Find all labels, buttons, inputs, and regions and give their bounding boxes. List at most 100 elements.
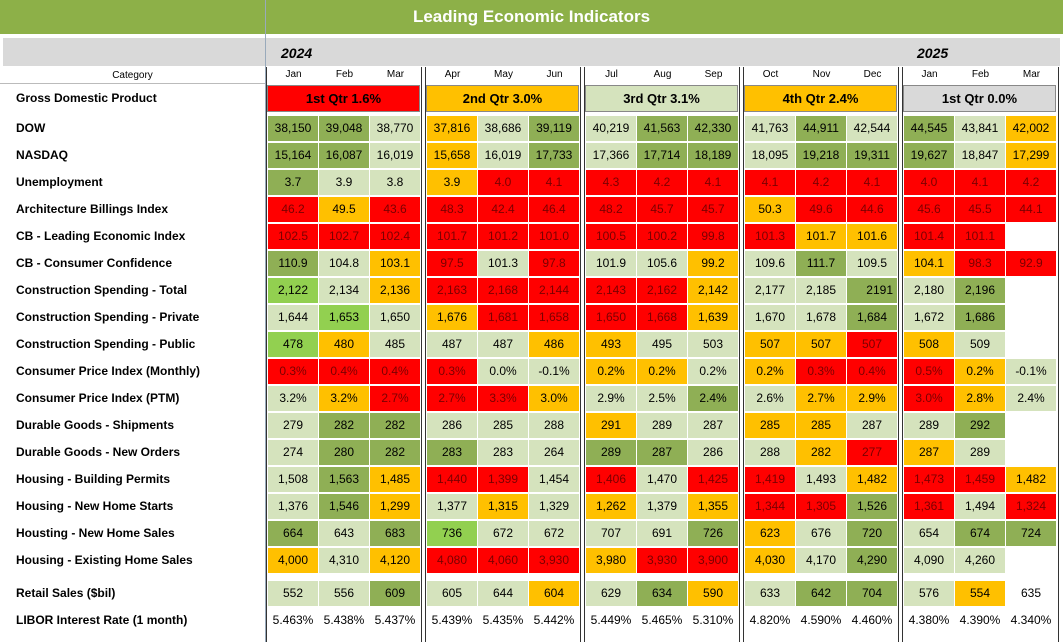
data-cell: 2.9%: [847, 386, 897, 411]
data-cell: 101.7: [427, 224, 477, 249]
data-cell: 4.1: [745, 170, 795, 195]
data-cell: 726: [688, 521, 738, 546]
data-cell: 2.9%: [586, 386, 636, 411]
data-cell: 111.7: [796, 251, 846, 276]
data-cell: 2.7%: [370, 386, 420, 411]
data-cell: 40,219: [586, 116, 636, 141]
data-cell: 4.340%: [1006, 608, 1056, 633]
data-cell: 642: [796, 581, 846, 606]
data-cell: 16,019: [370, 143, 420, 168]
data-cell: 1,668: [637, 305, 687, 330]
data-cell: 1,379: [637, 494, 687, 519]
data-cell: 2,177: [745, 278, 795, 303]
data-cell: 1,299: [370, 494, 420, 519]
data-cell: 101.2: [478, 224, 528, 249]
data-cell: 288: [745, 440, 795, 465]
data-cell: 289: [586, 440, 636, 465]
data-cell: 5.449%: [586, 608, 636, 633]
data-cell: 4.3: [586, 170, 636, 195]
data-cell: 4.380%: [904, 608, 954, 633]
data-cell: 0.4%: [847, 359, 897, 384]
data-cell: 643: [319, 521, 369, 546]
data-cell: 487: [427, 332, 477, 357]
data-cell: 2,143: [586, 278, 636, 303]
data-cell: [1006, 305, 1056, 330]
month-label: Feb: [971, 69, 990, 80]
data-cell: 1,684: [847, 305, 897, 330]
data-cell: 1,262: [586, 494, 636, 519]
row-label: Gross Domestic Product: [16, 91, 157, 105]
data-cell: 478: [268, 332, 318, 357]
year-header-band: [3, 38, 1060, 66]
data-cell: 1,315: [478, 494, 528, 519]
data-cell: 707: [586, 521, 636, 546]
data-cell: 508: [904, 332, 954, 357]
data-cell: 39,048: [319, 116, 369, 141]
data-cell: 2.8%: [955, 386, 1005, 411]
column-divider: [421, 67, 422, 642]
data-cell: 2,162: [637, 278, 687, 303]
data-cell: 1,508: [268, 467, 318, 492]
data-cell: 3,980: [586, 548, 636, 573]
data-cell: 1,425: [688, 467, 738, 492]
data-cell: 104.8: [319, 251, 369, 276]
data-cell: 1,454: [529, 467, 579, 492]
data-cell: 1,658: [529, 305, 579, 330]
month-label: Jul: [605, 69, 618, 80]
data-cell: 2.6%: [745, 386, 795, 411]
data-cell: 4.590%: [796, 608, 846, 633]
data-cell: 3,930: [637, 548, 687, 573]
data-cell: 101.7: [796, 224, 846, 249]
data-cell: 17,714: [637, 143, 687, 168]
data-cell: 97.5: [427, 251, 477, 276]
data-cell: 4.2: [796, 170, 846, 195]
data-cell: 19,311: [847, 143, 897, 168]
data-cell: 4,120: [370, 548, 420, 573]
data-cell: 46.2: [268, 197, 318, 222]
data-cell: 493: [586, 332, 636, 357]
month-label: Jan: [921, 69, 938, 80]
gdp-quarter-cell: 1st Qtr 0.0%: [903, 85, 1056, 112]
data-cell: 287: [847, 413, 897, 438]
row-label: Durable Goods - New Orders: [16, 445, 181, 459]
data-cell: 674: [955, 521, 1005, 546]
column-divider: [580, 67, 581, 642]
data-cell: 2,134: [319, 278, 369, 303]
data-cell: 1,676: [427, 305, 477, 330]
data-cell: 17,299: [1006, 143, 1056, 168]
data-cell: 0.2%: [637, 359, 687, 384]
data-cell: 633: [745, 581, 795, 606]
data-cell: 37,816: [427, 116, 477, 141]
data-cell: 5.463%: [268, 608, 318, 633]
data-cell: 576: [904, 581, 954, 606]
sheet-title: Leading Economic Indicators: [0, 0, 1063, 34]
data-cell: 1,473: [904, 467, 954, 492]
data-cell: 16,087: [319, 143, 369, 168]
data-cell: 480: [319, 332, 369, 357]
month-label: Dec: [863, 69, 882, 80]
data-cell: 44,911: [796, 116, 846, 141]
year-2025-label: 2025: [917, 45, 949, 61]
gdp-quarter-cell: 1st Qtr 1.6%: [267, 85, 420, 112]
month-label: Jun: [546, 69, 563, 80]
data-cell: 736: [427, 521, 477, 546]
row-label: Retail Sales ($bil): [16, 586, 116, 600]
data-cell: 4,090: [904, 548, 954, 573]
data-cell: 102.4: [370, 224, 420, 249]
data-cell: 42,544: [847, 116, 897, 141]
data-cell: 102.7: [319, 224, 369, 249]
data-cell: 1,361: [904, 494, 954, 519]
column-divider: [584, 67, 585, 642]
data-cell: 683: [370, 521, 420, 546]
data-cell: 487: [478, 332, 528, 357]
data-cell: 1,494: [955, 494, 1005, 519]
data-cell: 556: [319, 581, 369, 606]
data-cell: 98.3: [955, 251, 1005, 276]
row-label: DOW: [16, 121, 46, 135]
data-cell: 1,485: [370, 467, 420, 492]
data-cell: 15,658: [427, 143, 477, 168]
data-cell: 287: [688, 413, 738, 438]
data-cell: 99.2: [688, 251, 738, 276]
month-label: Mar: [1022, 69, 1041, 80]
data-cell: 629: [586, 581, 636, 606]
